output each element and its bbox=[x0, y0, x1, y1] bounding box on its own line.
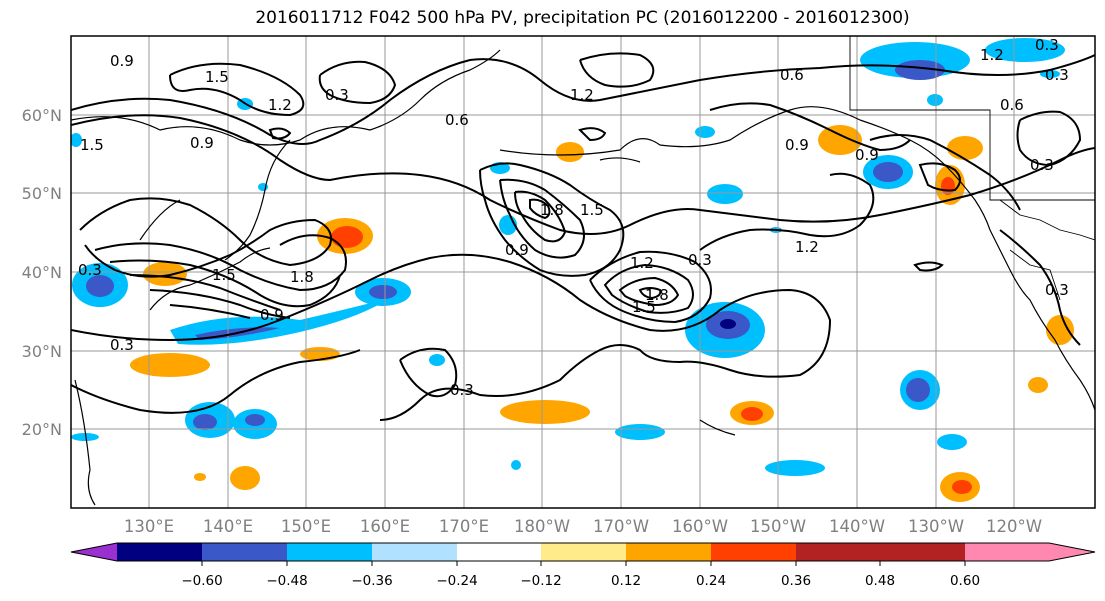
lat-label-40n: 40°N bbox=[22, 263, 62, 282]
figure-title: 2016011712 F042 500 hPa PV, precipitatio… bbox=[255, 8, 910, 28]
contour-label: 1.8 bbox=[290, 268, 314, 286]
precip-shading bbox=[71, 38, 1074, 502]
colorbar-ticks: −0.60 −0.48 −0.36 −0.24 −0.12 0.12 0.24 … bbox=[181, 561, 980, 589]
contour-label: 1.5 bbox=[205, 68, 229, 86]
contour-label: 0.6 bbox=[1000, 96, 1024, 114]
contour-label: 0.3 bbox=[78, 261, 102, 279]
contour-label: 0.3 bbox=[325, 86, 349, 104]
colorbar-tick-label: 0.12 bbox=[611, 573, 641, 589]
contour-label: 0.9 bbox=[260, 306, 284, 324]
colorbar-swatch bbox=[202, 543, 287, 561]
lon-label: 150°W bbox=[750, 517, 806, 536]
contour-label: 1.8 bbox=[540, 201, 564, 219]
contour-label: 1.2 bbox=[795, 238, 819, 256]
contour-label: 0.3 bbox=[1045, 66, 1069, 84]
colorbar-swatch bbox=[117, 543, 202, 561]
colorbar-tick-label: −0.24 bbox=[436, 573, 477, 589]
lon-label: 160°W bbox=[672, 517, 728, 536]
colorbar-outline bbox=[70, 542, 1096, 562]
contour-label: 0.9 bbox=[505, 241, 529, 259]
colorbar-tick-label: −0.60 bbox=[181, 573, 222, 589]
colorbar-tick-label: 0.24 bbox=[696, 573, 726, 589]
lat-label-60n: 60°N bbox=[22, 106, 62, 125]
lon-label: 120°W bbox=[986, 517, 1042, 536]
colorbar-extend-right bbox=[1049, 543, 1095, 561]
contour-label: 0.9 bbox=[190, 134, 214, 152]
contour-label: 1.8 bbox=[645, 286, 669, 304]
colorbar-swatch bbox=[965, 543, 1049, 561]
lon-label: 150°E bbox=[281, 517, 331, 536]
boundaries bbox=[849, 36, 1095, 301]
lat-label-50n: 50°N bbox=[22, 184, 62, 203]
contour-label: 0.6 bbox=[780, 66, 804, 84]
colorbar-tick-label: 0.36 bbox=[781, 573, 811, 589]
contour-label: 1.2 bbox=[980, 46, 1004, 64]
contour-label: 0.9 bbox=[110, 52, 134, 70]
longitude-labels: 130°E 140°E 150°E 160°E 170°E 180°W 170°… bbox=[124, 517, 1042, 536]
colorbar-swatch bbox=[796, 543, 880, 561]
colorbar-swatch bbox=[541, 543, 626, 561]
contour-label: 0.3 bbox=[1030, 156, 1054, 174]
contour-label: 1.5 bbox=[632, 298, 656, 316]
contour-label: 0.3 bbox=[1035, 36, 1059, 54]
contour-label: 0.3 bbox=[688, 251, 712, 269]
colorbar-swatch bbox=[711, 543, 796, 561]
colorbar-swatch bbox=[457, 543, 541, 561]
colorbar-swatch bbox=[626, 543, 711, 561]
lon-label: 180°W bbox=[514, 517, 570, 536]
coastlines bbox=[71, 49, 1095, 506]
colorbar-tick-label: −0.36 bbox=[351, 573, 392, 589]
contour-label: 0.3 bbox=[450, 381, 474, 399]
contour-label: 1.5 bbox=[580, 201, 604, 219]
contour-label: 0.9 bbox=[785, 136, 809, 154]
colorbar-swatch bbox=[372, 543, 457, 561]
colorbar: −0.60 −0.48 −0.36 −0.24 −0.12 0.12 0.24 … bbox=[70, 542, 1096, 589]
latitude-labels: 60°N 50°N 40°N 30°N 20°N bbox=[22, 106, 62, 439]
contour-labels: 0.9 1.5 1.2 0.3 0.6 0.9 1.5 1.2 0.6 0.3 … bbox=[78, 36, 1069, 399]
contour-label: 0.9 bbox=[855, 146, 879, 164]
colorbar-extend-left bbox=[71, 543, 117, 561]
lon-label: 170°E bbox=[439, 517, 489, 536]
contour-label: 1.2 bbox=[630, 254, 654, 272]
contour-label: 1.2 bbox=[268, 96, 292, 114]
contour-label: 0.6 bbox=[445, 111, 469, 129]
contour-label: 1.2 bbox=[570, 86, 594, 104]
colorbar-tick-label: 0.48 bbox=[865, 573, 895, 589]
lon-label: 170°W bbox=[593, 517, 649, 536]
map-frame bbox=[70, 35, 1096, 509]
colorbar-swatch bbox=[880, 543, 965, 561]
contour-label: 0.3 bbox=[1045, 281, 1069, 299]
lon-label: 160°E bbox=[360, 517, 410, 536]
lon-label: 130°E bbox=[124, 517, 174, 536]
lon-label: 130°W bbox=[908, 517, 964, 536]
lat-label-20n: 20°N bbox=[22, 420, 62, 439]
lon-label: 140°E bbox=[203, 517, 253, 536]
colorbar-tick-label: −0.12 bbox=[520, 573, 561, 589]
contour-label: 1.5 bbox=[212, 266, 236, 284]
contour-label: 0.3 bbox=[110, 336, 134, 354]
colorbar-swatch bbox=[287, 543, 372, 561]
contour-label: 1.5 bbox=[80, 136, 104, 154]
colorbar-tick-label: 0.60 bbox=[950, 573, 980, 589]
pv-contours bbox=[71, 52, 1095, 421]
colorbar-tick-label: −0.48 bbox=[266, 573, 307, 589]
lat-label-30n: 30°N bbox=[22, 342, 62, 361]
lon-label: 140°W bbox=[829, 517, 885, 536]
